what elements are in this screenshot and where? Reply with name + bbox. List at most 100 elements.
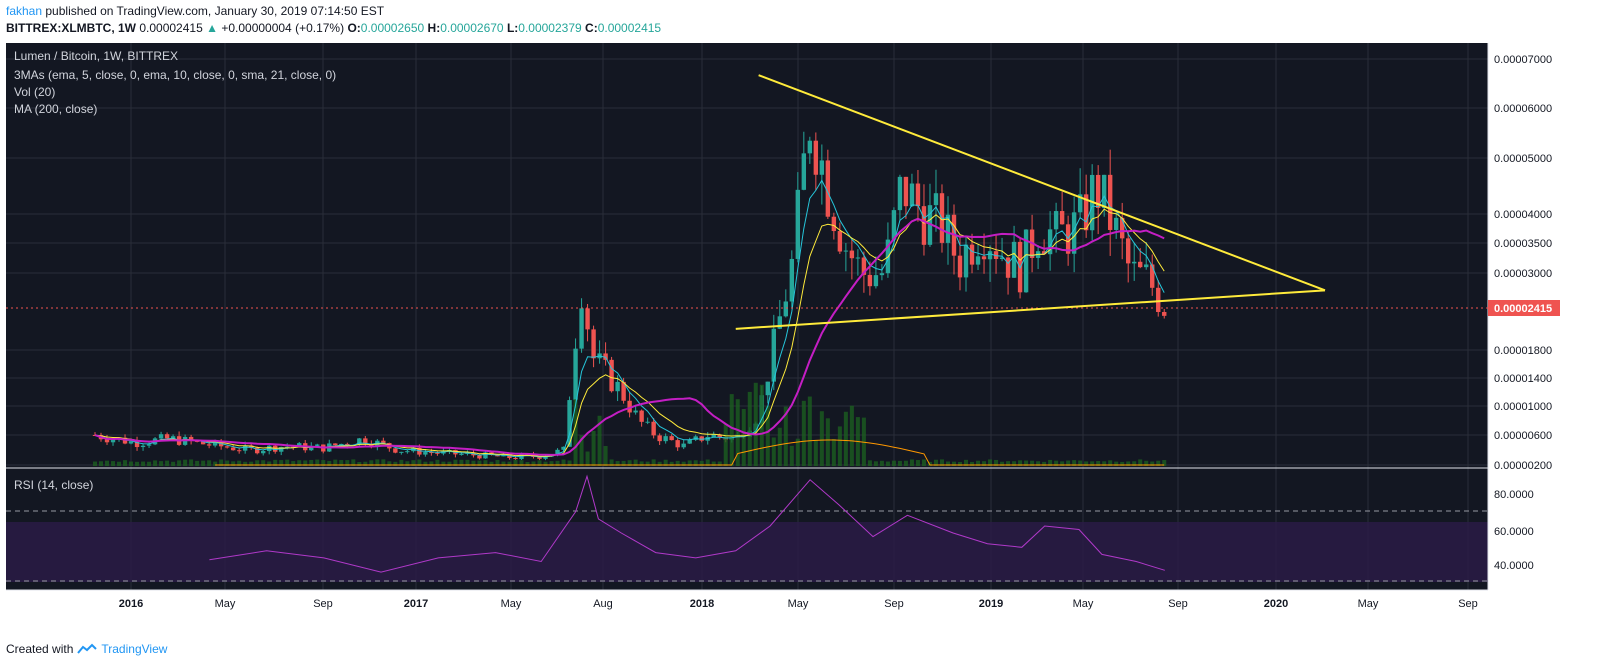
time-axis: 2016 May Sep 2017 May Aug 2018 May Sep 2019 May Sep… (119, 598, 1478, 610)
volume-bar (603, 446, 608, 466)
volume-bar (789, 445, 794, 466)
volume-bar (1120, 461, 1125, 466)
candle-body (429, 452, 434, 454)
volume-bar (627, 460, 632, 466)
candle-body (230, 447, 236, 451)
volume-bar (207, 460, 212, 466)
volume-bar (279, 460, 284, 466)
tradingview-logo-icon (77, 643, 98, 654)
volume-bar (1072, 460, 1077, 466)
candle-body (1156, 287, 1161, 312)
tradingview-link[interactable]: TradingView (101, 642, 168, 656)
volume-bar (951, 461, 956, 466)
candle-body (279, 447, 284, 452)
volume-bar (405, 461, 410, 466)
volume-bar (525, 461, 530, 466)
candle-body (309, 445, 314, 451)
price-tick-label: 0.00001000 (1494, 401, 1552, 413)
volume-bar (567, 460, 572, 466)
created-with: Created with (6, 642, 74, 656)
trendlines[interactable] (735, 74, 1326, 330)
price-tick-label: 0.00000600 (1494, 430, 1552, 442)
author-link[interactable]: fakhan (6, 4, 43, 18)
price-tick-label: 0.00001800 (1494, 345, 1552, 357)
candle-body (993, 251, 999, 259)
candle-body (915, 183, 921, 207)
candle-body (867, 274, 873, 287)
volume-bar (363, 461, 368, 466)
candle-body (1126, 238, 1131, 264)
volume-bar (903, 460, 908, 466)
candle-body (561, 446, 566, 450)
time-tick-label: 2019 (979, 598, 1003, 610)
volume-bar (201, 460, 206, 466)
publish-info: published on TradingView.com, January 30… (45, 4, 385, 18)
candle-body (459, 453, 464, 455)
candle-body (855, 257, 861, 259)
last-price: 0.00002415 (139, 21, 203, 35)
time-tick-label: May (501, 598, 522, 610)
candle-body (477, 455, 482, 459)
price-tick-label: 0.00004000 (1494, 209, 1552, 221)
candle-body (777, 316, 782, 329)
candle-body (1077, 194, 1083, 213)
candle-body (435, 452, 440, 454)
candle-body (771, 328, 776, 382)
volume-bar (111, 461, 116, 466)
volume-bar (93, 461, 97, 466)
candle-body (170, 436, 176, 439)
volume-bar (591, 430, 596, 466)
candle-body (861, 257, 867, 275)
candle-body (687, 439, 692, 444)
volume-bar (849, 405, 854, 466)
volume-bar (99, 461, 104, 466)
volume-bar (729, 394, 734, 466)
volume-bar (609, 459, 614, 466)
candle-body (633, 410, 638, 413)
candle-body (807, 140, 813, 154)
volume-bar (291, 461, 296, 466)
volume-bar (1036, 461, 1041, 466)
volume-bar (519, 460, 524, 466)
candle-body (297, 443, 302, 447)
volume-bar (813, 440, 818, 466)
volume-bar (297, 460, 302, 466)
volume-bar (831, 438, 836, 466)
time-tick-label: May (1358, 598, 1379, 610)
candle-body (188, 436, 194, 441)
volume-bar (213, 461, 218, 466)
candle-body (795, 189, 801, 259)
volume-bar (976, 460, 981, 466)
grid (6, 43, 1488, 590)
candle-body (224, 446, 230, 448)
volume-bar (381, 459, 386, 466)
candle-body (206, 444, 212, 446)
up-arrow-icon: ▲ (206, 21, 218, 35)
volume-bar (795, 438, 800, 466)
candle-body (681, 443, 686, 448)
high-label: H: (427, 21, 441, 35)
volume-bar (1108, 460, 1113, 466)
volume-bar (267, 461, 272, 466)
candle-body (987, 251, 993, 260)
time-tick-label: Sep (884, 598, 904, 610)
time-tick-label: Sep (1168, 598, 1188, 610)
candle-body (543, 456, 548, 459)
volume-bar (1006, 461, 1011, 466)
volume-bar (147, 461, 152, 466)
volume-bar (1024, 460, 1029, 466)
candle-body (663, 436, 668, 442)
low-label: L: (506, 21, 519, 35)
candle-body (363, 438, 368, 444)
price-tick-label: 0.00005000 (1494, 153, 1552, 165)
volume-bar (117, 461, 122, 466)
volume-bar (255, 460, 260, 466)
candle-body (537, 456, 542, 459)
candle-body (591, 329, 596, 359)
candle-body (975, 256, 981, 265)
candle-body (603, 353, 608, 360)
volume-bar (537, 460, 542, 466)
candle-body (483, 452, 488, 459)
volume-bar (123, 460, 128, 466)
